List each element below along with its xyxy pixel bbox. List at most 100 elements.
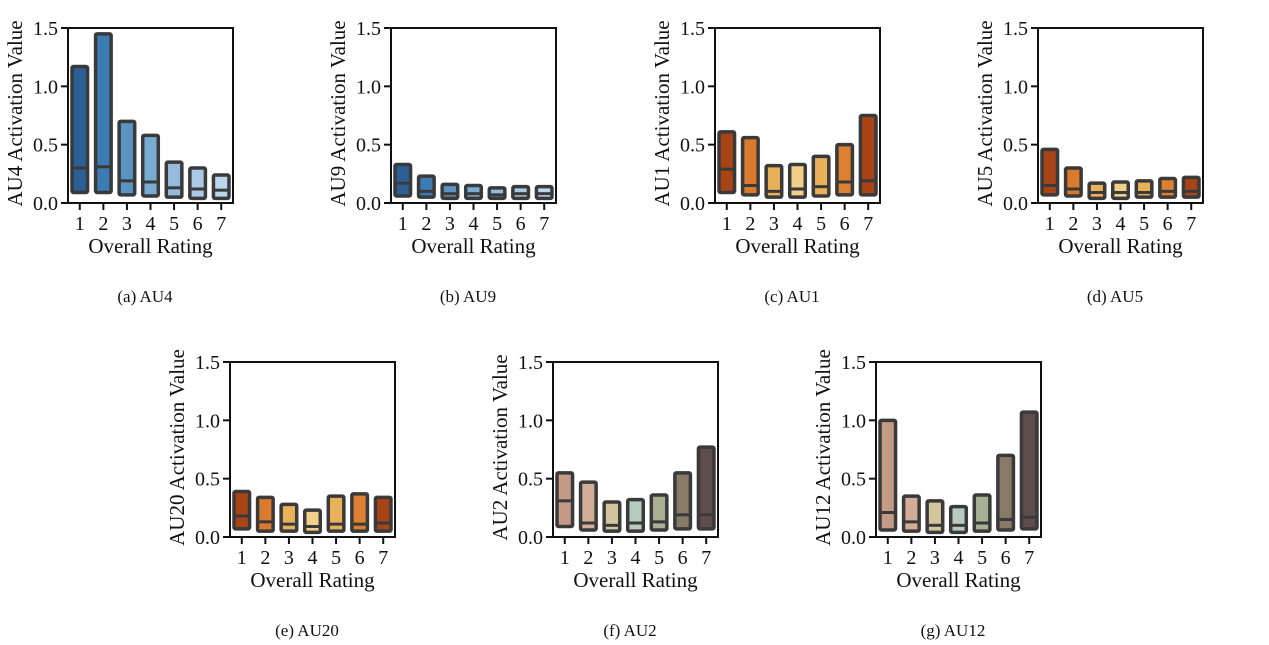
x-tick-label: 7 xyxy=(216,213,226,235)
x-tick-label: 1 xyxy=(1045,213,1055,235)
box-mark xyxy=(717,130,737,195)
x-tick-label: 3 xyxy=(1092,213,1102,235)
box-mark xyxy=(925,499,945,535)
box-mark xyxy=(279,502,299,533)
box-mark xyxy=(1063,166,1083,198)
x-tick-label: 7 xyxy=(863,213,873,235)
box-mark xyxy=(740,135,760,197)
x-tick-label: 2 xyxy=(745,213,755,235)
box-mark xyxy=(996,453,1016,532)
subfigure-caption: (c) AU1 xyxy=(764,287,820,306)
box-mark xyxy=(1158,176,1178,199)
box-mark xyxy=(140,133,161,198)
y-tick-label: 1.5 xyxy=(33,18,58,40)
x-tick-label: 3 xyxy=(122,213,132,235)
x-tick-label: 2 xyxy=(906,547,916,569)
box-mark xyxy=(302,508,323,535)
subfigure-caption: (a) AU4 xyxy=(117,287,173,306)
box-mark xyxy=(1181,175,1201,199)
plot-frame xyxy=(390,27,557,204)
x-tick-label: 5 xyxy=(977,547,987,569)
x-tick-label: 4 xyxy=(631,547,641,569)
y-tick-label: 1.5 xyxy=(356,18,381,40)
y-tick-label: 0.0 xyxy=(518,527,543,549)
y-tick-label: 1.0 xyxy=(195,410,220,432)
x-tick-label: 5 xyxy=(1139,213,1149,235)
y-tick-label: 1.0 xyxy=(33,76,58,98)
box-mark xyxy=(188,166,208,201)
box-mark xyxy=(673,471,693,531)
box-mark xyxy=(696,445,716,531)
x-tick-label: 5 xyxy=(816,213,826,235)
x-axis-label: Overall Rating xyxy=(735,234,860,258)
subfigure-caption: (e) AU20 xyxy=(275,621,339,640)
y-axis-label: AU4 Activation Value xyxy=(3,20,27,206)
x-tick-label: 4 xyxy=(954,547,964,569)
box-mark xyxy=(972,493,992,533)
y-tick-label: 1.5 xyxy=(841,352,866,374)
y-tick-label: 0.5 xyxy=(518,469,543,491)
y-tick-label: 0.5 xyxy=(1003,135,1028,157)
box-mark xyxy=(463,183,484,201)
subfigure-caption: (f) AU2 xyxy=(603,621,657,640)
box-mark xyxy=(350,492,370,533)
x-tick-label: 5 xyxy=(654,547,664,569)
y-axis-label: AU20 Activation Value xyxy=(165,349,189,546)
box-mark xyxy=(1040,147,1060,197)
x-tick-label: 3 xyxy=(769,213,779,235)
box-mark xyxy=(70,64,90,195)
chart-panel: 0.0 0.5 1.0 1.5 1 2 3 4 5 6 7 Overall Rating AU4 Act… xyxy=(0,0,290,270)
box-mark xyxy=(1110,180,1131,201)
y-tick-label: 0.0 xyxy=(841,527,866,549)
x-tick-label: 3 xyxy=(930,547,940,569)
box-mark xyxy=(787,162,808,199)
x-tick-label: 6 xyxy=(193,213,203,235)
y-axis-label: AU9 Activation Value xyxy=(326,20,350,206)
box-mark xyxy=(440,182,460,201)
x-tick-label: 4 xyxy=(308,547,318,569)
y-tick-label: 1.5 xyxy=(680,18,705,40)
x-tick-label: 7 xyxy=(378,547,388,569)
x-tick-label: 4 xyxy=(146,213,156,235)
y-tick-label: 1.5 xyxy=(195,352,220,374)
y-tick-label: 0.0 xyxy=(1003,193,1028,215)
box-mark xyxy=(1134,179,1154,199)
y-tick-label: 1.0 xyxy=(841,410,866,432)
subfigure-caption: (g) AU12 xyxy=(920,621,986,640)
x-tick-label: 7 xyxy=(701,547,711,569)
box-mark xyxy=(93,32,113,195)
x-tick-label: 6 xyxy=(1163,213,1173,235)
x-tick-label: 7 xyxy=(539,213,549,235)
chart-panel: 0.0 0.5 1.0 1.5 1 2 3 4 5 6 7 Overall Rating AU1 Act… xyxy=(647,0,937,270)
x-tick-label: 3 xyxy=(284,547,294,569)
x-axis-label: Overall Rating xyxy=(896,568,1021,592)
x-tick-label: 6 xyxy=(1001,547,1011,569)
chart-panel: 0.0 0.5 1.0 1.5 1 2 3 4 5 6 7 Overall Rating AU20 Ac… xyxy=(162,334,452,604)
box-mark xyxy=(117,119,137,197)
y-tick-label: 0.5 xyxy=(841,469,866,491)
box-mark xyxy=(326,494,346,533)
y-tick-label: 0.0 xyxy=(680,193,705,215)
chart-panel: 0.0 0.5 1.0 1.5 1 2 3 4 5 6 7 Overall Rating AU9 Act… xyxy=(323,0,613,270)
x-axis-label: Overall Rating xyxy=(88,234,213,258)
y-tick-label: 1.0 xyxy=(680,76,705,98)
y-axis-label: AU12 Activation Value xyxy=(811,349,835,546)
box-mark xyxy=(649,493,669,532)
y-axis-label: AU2 Activation Value xyxy=(488,354,512,540)
y-tick-label: 0.5 xyxy=(195,469,220,491)
box-mark xyxy=(764,163,784,199)
x-tick-label: 1 xyxy=(883,547,893,569)
y-tick-label: 1.5 xyxy=(518,352,543,374)
box-mark xyxy=(835,142,855,197)
x-tick-label: 4 xyxy=(1116,213,1126,235)
x-tick-label: 2 xyxy=(1068,213,1078,235)
y-tick-label: 0.0 xyxy=(33,193,58,215)
x-tick-label: 3 xyxy=(607,547,617,569)
box-mark xyxy=(164,160,184,199)
box-mark xyxy=(232,489,252,531)
y-tick-label: 0.0 xyxy=(356,193,381,215)
